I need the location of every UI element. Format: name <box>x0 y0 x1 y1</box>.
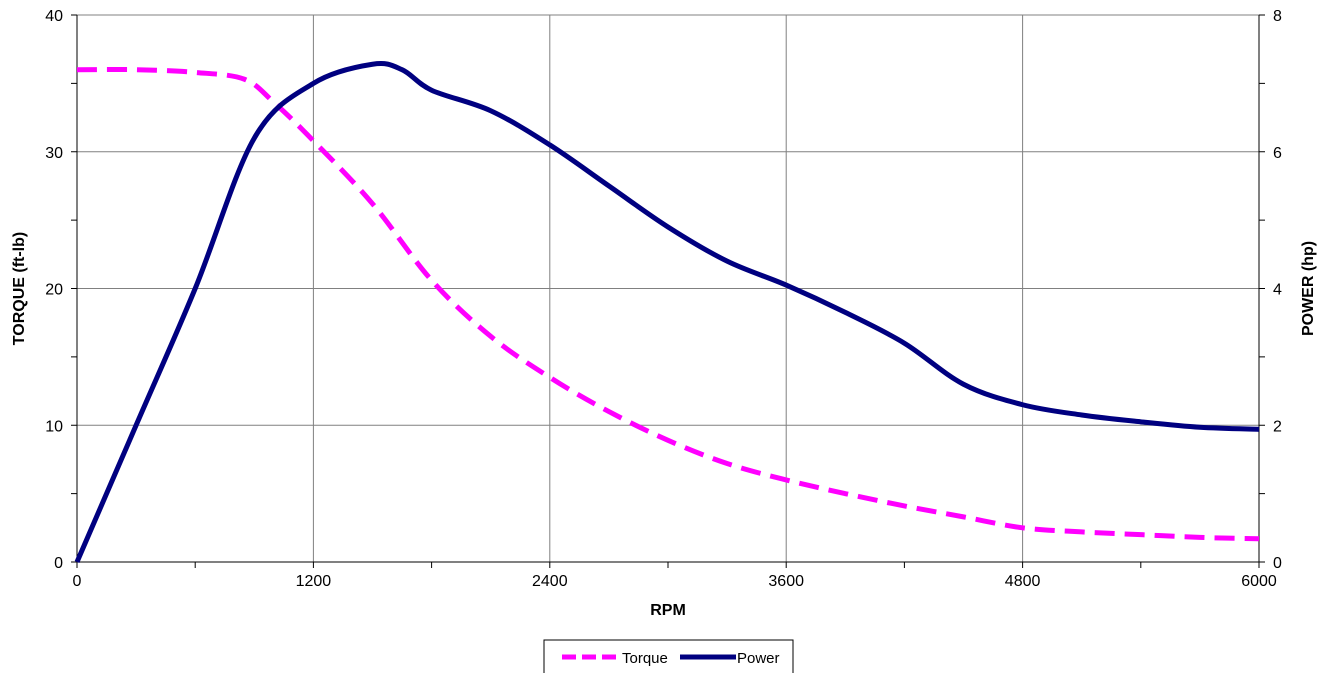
y-left-tick-label: 10 <box>45 418 63 435</box>
x-tick-label: 6000 <box>1241 573 1277 590</box>
series-line-power <box>74 61 1260 563</box>
series-line-torque <box>76 66 1260 542</box>
y-left-tick-label: 20 <box>45 282 63 299</box>
legend: Torque Power <box>543 639 794 673</box>
y-right-tick-label: 4 <box>1273 282 1282 299</box>
legend-label-torque: Torque <box>622 650 668 667</box>
x-tick-label: 1200 <box>296 573 332 590</box>
x-axis-title: RPM <box>650 602 686 619</box>
x-tick-label: 0 <box>73 573 82 590</box>
y-left-tick-label: 30 <box>45 145 63 162</box>
x-tick-label: 2400 <box>532 573 568 590</box>
y-right-tick-label: 6 <box>1273 145 1282 162</box>
y-right-tick-label: 8 <box>1273 8 1282 25</box>
y-left-tick-label: 0 <box>54 555 63 572</box>
x-tick-label: 3600 <box>768 573 804 590</box>
series-lines <box>74 61 1260 563</box>
x-tick-label: 4800 <box>1005 573 1041 590</box>
y-right-tick-label: 2 <box>1273 418 1282 435</box>
y-left-tick-label: 40 <box>45 8 63 25</box>
legend-label-power: Power <box>737 650 780 667</box>
y-axis-left-title: TORQUE (ft-lb) <box>11 232 28 345</box>
y-right-tick-label: 0 <box>1273 555 1282 572</box>
y-axis-right-title: POWER (hp) <box>1300 241 1317 336</box>
